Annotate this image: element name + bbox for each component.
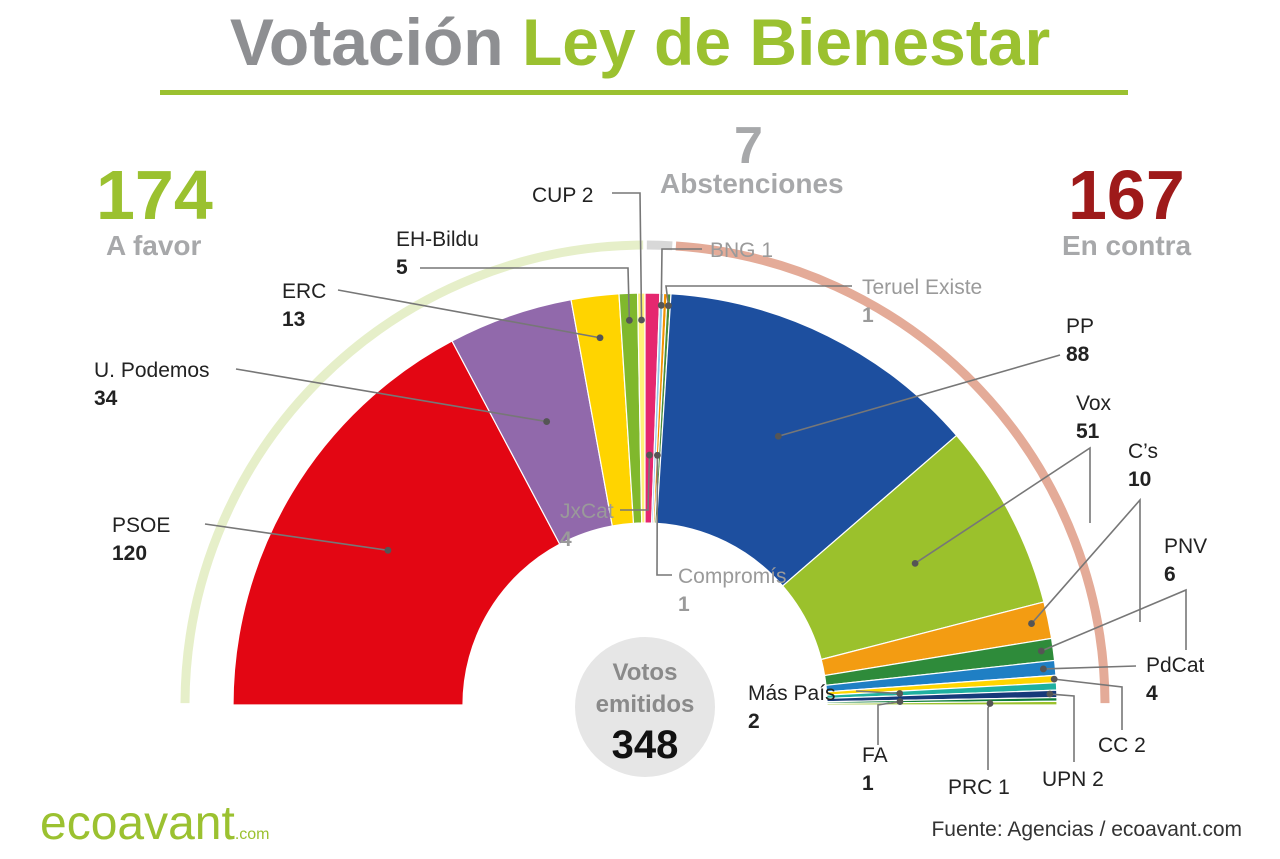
- total-label-1: Votos: [613, 659, 678, 686]
- label-value-comprom-s: 1: [678, 593, 690, 616]
- leader-erc: [337, 289, 601, 339]
- leader-prc: [987, 703, 991, 770]
- leader-dot-comprom-s: [654, 451, 661, 459]
- leader-dot-pnv: [1037, 647, 1045, 655]
- contra-count: 167: [1068, 156, 1185, 234]
- label-name-jxcat: JxCat: [560, 500, 614, 523]
- leader-psoe: [204, 523, 389, 552]
- leader-dot-erc: [596, 334, 604, 342]
- label-name-psoe: PSOE: [112, 514, 170, 537]
- label-value-u-podemos: 34: [94, 387, 118, 410]
- leader-dot-fa: [896, 698, 904, 705]
- favor-label: A favor: [106, 230, 202, 261]
- leader-dot-pdcat: [1039, 665, 1047, 673]
- label-name-pdcat: PdCat: [1146, 654, 1205, 677]
- brand-logo: ecoavant.com: [40, 800, 269, 859]
- slice-pp: [655, 293, 958, 587]
- leader-pnv: [1041, 588, 1187, 652]
- label-value-pdcat: 4: [1146, 682, 1158, 705]
- leader-dot-cc: [1050, 675, 1058, 683]
- leader-dot-prc: [986, 700, 994, 707]
- leader-dot-teruel-existe: [665, 302, 672, 310]
- label-name-cup: CUP 2: [532, 184, 593, 207]
- abst-count: 7: [734, 117, 763, 175]
- leader-vox: [914, 446, 1091, 565]
- brand-name: ecoavant: [40, 797, 235, 850]
- leader-dot-vox: [911, 559, 919, 567]
- label-value-fa: 1: [862, 772, 874, 795]
- label-value-pnv: 6: [1164, 563, 1176, 586]
- leader-comprom-s: [656, 455, 672, 576]
- leader-u-podemos: [235, 368, 547, 423]
- label-name-bng: BNG 1: [710, 239, 773, 262]
- total-label-2: emitidos: [596, 691, 695, 718]
- label-value-pp: 88: [1066, 343, 1090, 366]
- title-underline: [160, 90, 1128, 95]
- arc-abstenciones: [646, 240, 673, 251]
- leader-m-s-pa-s: [855, 690, 900, 695]
- leader-jxcat: [620, 455, 651, 511]
- label-name-prc: PRC 1: [948, 776, 1010, 799]
- leader-dot-m-s-pa-s: [896, 690, 904, 697]
- label-name-teruel-existe: Teruel Existe: [862, 276, 982, 299]
- leader-dot-bng: [657, 301, 665, 309]
- leader-dot-jxcat: [646, 451, 653, 459]
- leader-teruel-existe: [665, 285, 852, 306]
- label-value-psoe: 120: [112, 542, 147, 565]
- title-part-2: Ley de Bienestar: [521, 5, 1051, 79]
- label-value-erc: 13: [282, 308, 305, 331]
- label-value-eh-bildu: 5: [396, 256, 408, 279]
- brand-suffix: .com: [234, 826, 270, 843]
- leader-pp: [778, 354, 1061, 438]
- label-name-cc: CC 2: [1098, 734, 1146, 757]
- label-name-erc: ERC: [282, 280, 326, 303]
- label-value-jxcat: 4: [560, 528, 572, 551]
- total-value: 348: [612, 723, 679, 767]
- leader-eh-bildu: [420, 267, 631, 321]
- leader-dot-u-podemos: [543, 418, 551, 425]
- label-name-pp: PP: [1066, 315, 1094, 338]
- leader-fa: [877, 700, 901, 745]
- label-name-upn: UPN 2: [1042, 768, 1104, 791]
- leader-upn: [1049, 693, 1075, 762]
- page-title: Votación Ley de Bienestar: [0, 0, 1280, 84]
- abst-label: Abstenciones: [660, 168, 844, 199]
- contra-label: En contra: [1062, 230, 1192, 261]
- leader-dot-c-s: [1028, 620, 1035, 627]
- leader-cc: [1054, 678, 1123, 730]
- label-name-vox: Vox: [1076, 392, 1112, 415]
- favor-count: 174: [96, 156, 213, 234]
- label-name-eh-bildu: EH-Bildu: [396, 228, 479, 251]
- leader-dot-eh-bildu: [625, 316, 633, 324]
- slice-psoe: [232, 340, 561, 706]
- leader-cup: [612, 192, 643, 321]
- label-name-fa: FA: [862, 744, 888, 767]
- title-part-1: Votación: [229, 5, 504, 79]
- label-name-comprom-s: Compromís: [678, 565, 787, 588]
- label-name-c-s: C’s: [1128, 440, 1158, 463]
- leader-dot-psoe: [384, 546, 392, 554]
- leader-c-s: [1030, 497, 1141, 625]
- label-value-teruel-existe: 1: [862, 304, 874, 327]
- leader-dot-cup: [638, 316, 645, 324]
- leader-bng: [660, 248, 702, 306]
- arc-a-favor: [180, 240, 644, 704]
- label-name-pnv: PNV: [1164, 535, 1207, 558]
- label-name-u-podemos: U. Podemos: [94, 359, 210, 382]
- label-value-c-s: 10: [1128, 468, 1151, 491]
- label-name-m-s-pa-s: Más País: [748, 682, 836, 705]
- label-value-vox: 51: [1076, 420, 1100, 443]
- leader-pdcat: [1043, 665, 1137, 670]
- label-value-m-s-pa-s: 2: [748, 710, 760, 733]
- total-badge: [575, 637, 715, 777]
- leader-dot-pp: [774, 432, 782, 440]
- leader-dot-upn: [1046, 690, 1054, 698]
- source-note: Fuente: Agencias / ecoavant.com: [931, 818, 1242, 841]
- arc-en-contra: [675, 241, 1110, 704]
